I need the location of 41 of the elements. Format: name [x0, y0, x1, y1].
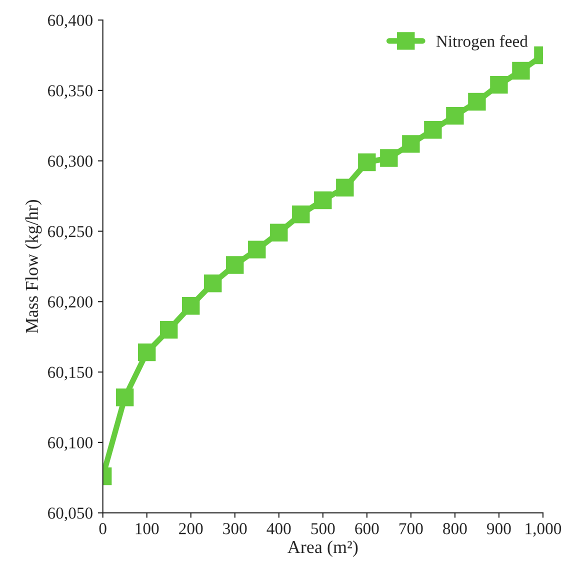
point	[490, 76, 508, 94]
x-tick-label: 900	[486, 523, 511, 534]
point	[314, 191, 332, 210]
point	[226, 256, 244, 274]
x-tick-label: 300	[223, 523, 247, 534]
x-tick-label: 800	[443, 523, 467, 534]
y-tick-label: 60,050	[48, 508, 92, 522]
point	[248, 240, 266, 258]
y-tick-label: 60,100	[48, 437, 92, 451]
x-axis-title: Area (m²)	[288, 540, 358, 557]
point	[160, 320, 178, 339]
x-tick-label: 700	[400, 523, 423, 534]
y-axis-title: Mass Flow (kg/hr)	[25, 200, 42, 334]
y-tick-label: 60,400	[48, 14, 92, 28]
point	[512, 62, 530, 80]
x-tick-label: 1,000	[526, 523, 562, 537]
x-tick-label: 600	[355, 523, 379, 534]
y-tick-label: 60,350	[48, 85, 92, 99]
point	[116, 388, 134, 406]
point	[182, 297, 200, 315]
y-tick-label: 60,300	[48, 156, 92, 170]
x-tick-label: 200	[179, 523, 203, 534]
x-tick-label: 500	[311, 523, 335, 534]
point	[358, 153, 376, 172]
point	[138, 343, 156, 362]
x-tick-label: 100	[136, 523, 159, 534]
point	[204, 274, 222, 292]
x-tick-label: 400	[266, 523, 291, 534]
point	[336, 178, 354, 196]
point	[270, 224, 288, 242]
point	[402, 135, 420, 153]
y-tick-label: 60,250	[48, 226, 92, 240]
point	[380, 149, 398, 167]
y-tick-label: 60,200	[48, 296, 92, 310]
legend-label: Nitrogen feed	[436, 35, 528, 50]
point	[292, 206, 310, 224]
point	[424, 121, 442, 139]
y-tick-label: 60,150	[48, 366, 92, 380]
x-tick-label: 0	[99, 523, 106, 534]
point	[468, 92, 486, 111]
point	[446, 106, 464, 125]
